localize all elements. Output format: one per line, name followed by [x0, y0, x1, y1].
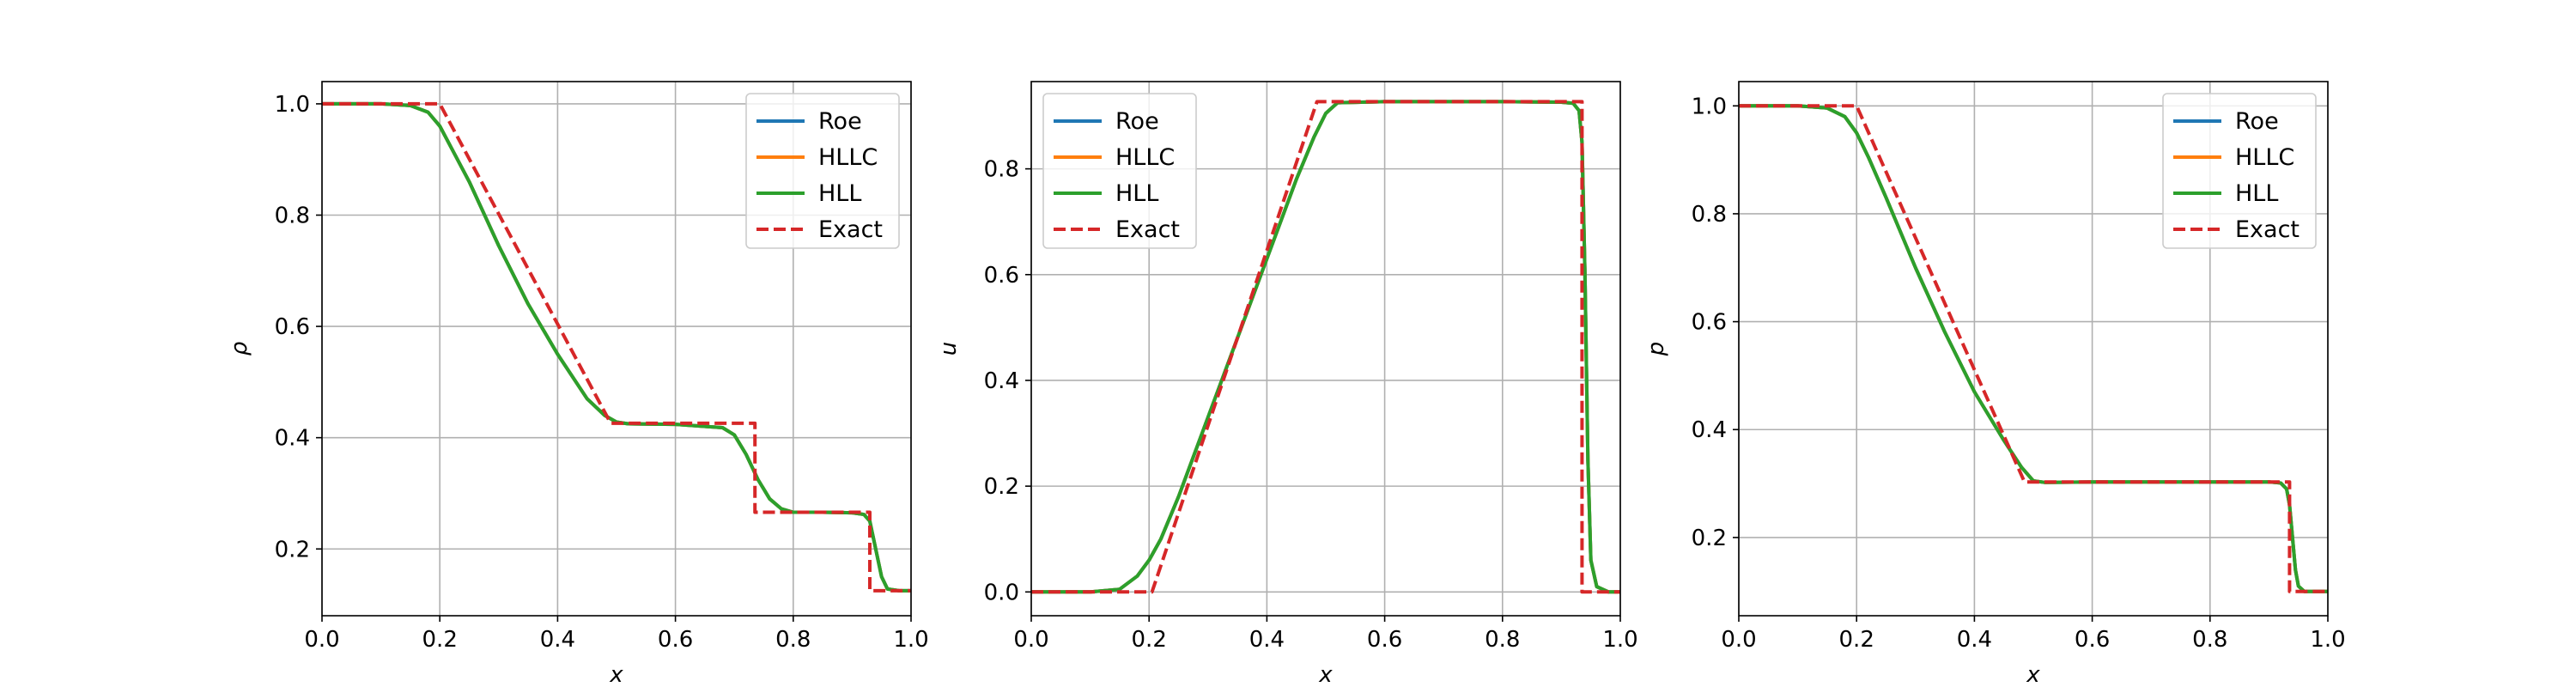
y-tick-label: 0.6	[1692, 310, 1727, 336]
velocity-subplot: 0.0 0.2 0.4 0.6 0.8 1.0 0.0 0.2 0.4 0.6 0.8 x u Roe HL…	[936, 81, 1638, 687]
axes-frame	[321, 81, 912, 617]
x-tick-label: 1.0	[2310, 627, 2345, 653]
x-tick-label: 1.0	[1602, 627, 1637, 653]
series-line-exact	[1031, 100, 1620, 594]
axes-frame	[1738, 81, 2329, 617]
y-tick-label: 0.6	[984, 263, 1019, 289]
x-tick-label: 0.4	[1957, 627, 1992, 653]
legend-label-roe: Roe	[2235, 108, 2279, 135]
series-lines	[1739, 104, 2328, 593]
legend-label-hll: HLL	[818, 180, 861, 207]
legend-label-roe: Roe	[818, 108, 862, 135]
legend-label-exact: Exact	[818, 216, 883, 243]
y-axis-label: u	[936, 342, 962, 356]
y-axis-label: p	[1643, 342, 1669, 357]
x-tick-label: 0.8	[1485, 627, 1520, 653]
y-tick-label: 0.0	[984, 580, 1019, 605]
x-axis-label: x	[1318, 662, 1333, 687]
x-axis-label: x	[2026, 662, 2040, 687]
pressure-subplot: 0.0 0.2 0.4 0.6 0.8 1.0 0.2 0.4 0.6 0.8 1.0 x p Roe HL…	[1643, 81, 2346, 687]
y-tick-label: 0.6	[275, 314, 310, 340]
x-tick-label: 0.6	[658, 627, 693, 653]
y-tick-label: 0.2	[1692, 526, 1727, 551]
y-tick-label: 0.8	[1692, 202, 1727, 228]
series-lines	[1031, 100, 1620, 594]
x-tick-label: 0.2	[422, 627, 458, 653]
legend-label-hllc: HLLC	[818, 144, 878, 171]
x-axis-label: x	[609, 662, 623, 687]
y-axis-label: ρ	[227, 341, 252, 356]
y-tick-label: 0.2	[984, 474, 1019, 500]
y-tick-label: 0.4	[1692, 417, 1727, 443]
legend-box	[745, 93, 900, 249]
density-subplot: 0.0 0.2 0.4 0.6 0.8 1.0 0.2 0.4 0.6 0.8 1.0 x ρ Roe HL…	[227, 81, 929, 687]
legend-box	[2162, 93, 2317, 249]
x-tick-label: 0.2	[1839, 627, 1874, 653]
series-line-hll	[322, 101, 911, 593]
x-tick-label: 0.8	[775, 627, 811, 653]
x-tick-label: 0.2	[1132, 627, 1167, 653]
y-tick-label: 0.8	[984, 157, 1019, 183]
y-tick-label: 0.8	[275, 204, 310, 229]
x-tick-label: 0.0	[304, 627, 339, 653]
x-tick-label: 0.0	[1013, 627, 1048, 653]
y-tick-label: 1.0	[275, 92, 310, 118]
legend: Roe HLLC HLL Exact	[745, 93, 900, 249]
x-tick-label: 0.6	[1367, 627, 1402, 653]
legend: Roe HLLC HLL Exact	[1042, 93, 1197, 249]
legend-label-hllc: HLLC	[1115, 144, 1175, 171]
legend-box	[1042, 93, 1197, 249]
x-tick-label: 0.0	[1721, 627, 1756, 653]
legend-label-hll: HLL	[2235, 180, 2278, 207]
x-tick-label: 0.4	[540, 627, 575, 653]
legend-label-exact: Exact	[2235, 216, 2300, 243]
legend-label-exact: Exact	[1115, 216, 1180, 243]
series-line-exact	[322, 101, 911, 593]
x-tick-label: 0.6	[2075, 627, 2110, 653]
series-lines	[322, 101, 911, 593]
axes-frame	[1030, 81, 1621, 617]
series-line-exact	[1739, 104, 2328, 593]
y-tick-label: 0.4	[275, 426, 310, 452]
legend: Roe HLLC HLL Exact	[2162, 93, 2317, 249]
legend-label-roe: Roe	[1115, 108, 1159, 135]
y-tick-label: 0.2	[275, 537, 310, 562]
legend-label-hll: HLL	[1115, 180, 1158, 207]
x-tick-label: 0.4	[1249, 627, 1285, 653]
x-tick-label: 0.8	[2192, 627, 2227, 653]
legend-label-hllc: HLLC	[2235, 144, 2294, 171]
x-tick-label: 1.0	[893, 627, 928, 653]
y-tick-label: 1.0	[1692, 94, 1727, 119]
y-tick-label: 0.4	[984, 368, 1019, 394]
